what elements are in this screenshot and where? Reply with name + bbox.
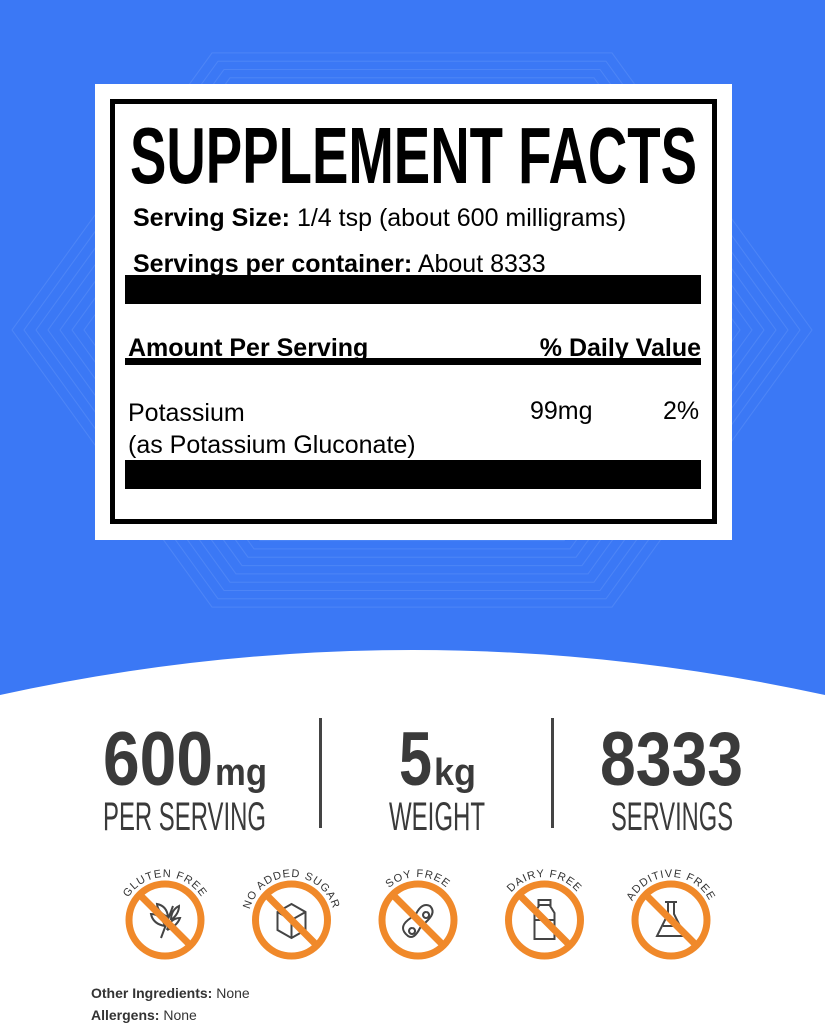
stat-unit: mg <box>215 752 267 794</box>
prohibited-circle-icon <box>505 880 584 960</box>
stat-servings: 8333 SERVINGS <box>600 717 743 839</box>
prohibited-circle-icon <box>252 880 331 960</box>
hexagon-ring <box>23 60 801 600</box>
stat-value: 5 <box>399 717 432 802</box>
allergens: Allergens: None <box>91 1007 197 1023</box>
stat-divider <box>319 718 322 828</box>
prohibited-slash-icon <box>137 892 193 948</box>
divider-medium <box>125 358 701 365</box>
prohibited-slash-icon <box>517 892 572 948</box>
divider-thick <box>125 275 701 304</box>
stat-unit: kg <box>434 752 476 794</box>
badge-additive-free: ADDITIVE FREE <box>624 868 717 960</box>
prohibited-circle-icon <box>378 880 458 960</box>
facts-title-wrapper: SUPPLEMENT FACTS <box>130 111 697 199</box>
prohibited-circle-icon <box>125 880 205 960</box>
stat-divider <box>551 718 554 828</box>
free-from-badges: GLUTEN FREE NO ADDED SUGAR SOY FREE DAIRY F… <box>121 868 717 960</box>
ingredient-amount: 99mg <box>530 397 593 425</box>
prohibited-slash-icon <box>264 892 319 948</box>
supplement-facts-panel: SUPPLEMENT FACTS Serving Size: 1/4 tsp (… <box>95 84 732 540</box>
stats-row: 600 mg PER SERVING 5 kg WEIGHT 8333 SERV… <box>103 717 743 839</box>
badge-soy-free: SOY FREE <box>378 868 458 960</box>
prohibited-slash-icon <box>390 892 446 948</box>
stat-value: 8333 <box>600 717 743 802</box>
badge-no-added-sugar: NO ADDED SUGAR <box>241 868 341 960</box>
stat-value: 600 <box>103 717 213 802</box>
facts-title: SUPPLEMENT FACTS <box>130 111 697 199</box>
stat-label: WEIGHT <box>389 795 485 839</box>
table-header: Amount Per Serving% Daily Value <box>128 334 701 362</box>
ingredient-name: Potassium (as Potassium Gluconate) <box>128 399 416 459</box>
stat-serving-size: 600 mg PER SERVING <box>103 717 267 839</box>
serving-size: Serving Size: 1/4 tsp (about 600 milligr… <box>133 204 627 232</box>
badge-gluten-free: GLUTEN FREE <box>121 868 208 960</box>
soybean-icon <box>402 904 434 938</box>
ingredient-daily-value: 2% <box>663 397 700 425</box>
other-ingredients: Other Ingredients: None <box>91 985 250 1001</box>
white-curved-section <box>0 650 825 1024</box>
prohibited-slash-icon <box>643 892 699 948</box>
servings-per-container: Servings per container: About 8333 <box>133 250 546 278</box>
hexagon-ring <box>11 52 813 608</box>
hexagon-ring <box>47 77 777 583</box>
stat-label: PER SERVING <box>103 795 266 839</box>
stat-label: SERVINGS <box>611 795 733 839</box>
divider-thick-bottom <box>125 460 701 489</box>
hexagon-ring <box>35 69 789 591</box>
stat-weight: 5 kg WEIGHT <box>389 717 485 839</box>
badge-dairy-free: DAIRY FREE <box>505 868 584 960</box>
prohibited-circle-icon <box>631 880 711 960</box>
